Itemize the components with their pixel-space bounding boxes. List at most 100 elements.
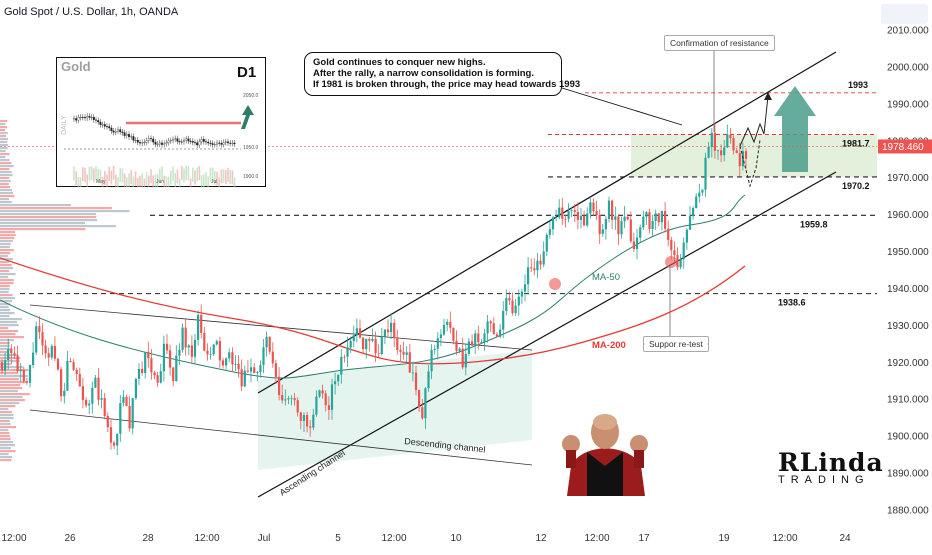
inset-candle-body bbox=[90, 116, 93, 118]
candle-body bbox=[386, 329, 390, 333]
inset-volume-bar bbox=[198, 166, 201, 181]
inset-candle-body bbox=[92, 116, 95, 121]
candle-body bbox=[172, 367, 175, 381]
volume-profile-bar bbox=[0, 189, 12, 192]
candle-body bbox=[492, 323, 495, 335]
candle-body bbox=[480, 341, 483, 343]
x-tick-label: 24 bbox=[839, 533, 851, 544]
inset-candle-body bbox=[75, 118, 78, 121]
candle-body bbox=[455, 340, 458, 351]
candle-body bbox=[374, 338, 377, 354]
candle-body bbox=[113, 442, 116, 446]
inset-candle-body bbox=[73, 118, 75, 120]
candle-body bbox=[309, 426, 312, 428]
candle-body bbox=[41, 332, 44, 346]
inset-volume-bar bbox=[73, 166, 75, 181]
candle-body bbox=[72, 362, 75, 370]
volume-profile-bar bbox=[0, 360, 20, 363]
inset-volume-bar bbox=[176, 169, 179, 184]
candle-body bbox=[723, 147, 726, 156]
inset-candle-body bbox=[229, 142, 232, 144]
inset-volume-bar bbox=[104, 171, 106, 186]
analysis-annotation: Gold continues to conquer new highs. Aft… bbox=[304, 52, 580, 96]
candle-body bbox=[78, 374, 81, 387]
volume-profile-bar bbox=[0, 165, 14, 168]
candle-body bbox=[489, 321, 492, 324]
candle-body bbox=[436, 338, 439, 349]
volume-profile-bar bbox=[0, 210, 130, 213]
ascending-channel-upper bbox=[257, 51, 837, 394]
volume-profile-bar bbox=[0, 195, 15, 198]
volume-profile-bar bbox=[0, 327, 9, 330]
volume-profile-bar bbox=[0, 369, 29, 372]
candle-body bbox=[10, 349, 13, 354]
inset-candle-body bbox=[167, 140, 170, 143]
candle-body bbox=[131, 398, 134, 429]
inset-volume-bar bbox=[106, 174, 108, 187]
candle-body bbox=[551, 217, 555, 230]
candle-body bbox=[256, 372, 259, 373]
inset-candle-body bbox=[139, 142, 141, 144]
candle-body bbox=[464, 353, 467, 368]
inset-volume-bar bbox=[156, 174, 159, 187]
candle-body bbox=[281, 395, 284, 401]
inset-volume-bar bbox=[143, 178, 146, 187]
candle-body bbox=[664, 211, 667, 229]
annotation-line-1: Gold continues to conquer new highs. bbox=[313, 57, 486, 68]
inset-volume-bar bbox=[203, 174, 205, 187]
y-tick-1880: 1880.000 bbox=[887, 506, 929, 517]
candle-body bbox=[405, 352, 408, 355]
candle-body bbox=[337, 374, 340, 382]
candle-body bbox=[598, 215, 601, 234]
candle-body bbox=[527, 267, 530, 285]
y-tick-1990: 1990.000 bbox=[887, 99, 929, 110]
candle-body bbox=[13, 353, 16, 356]
inset-candle-body bbox=[110, 127, 113, 132]
inset-volume-bar bbox=[84, 168, 86, 183]
ma200-label: MA-200 bbox=[592, 340, 626, 351]
candle-body bbox=[212, 344, 215, 355]
inset-up-arrow bbox=[241, 105, 254, 129]
inset-candle-body bbox=[216, 142, 218, 145]
candle-body bbox=[175, 355, 178, 382]
inset-volume-bar bbox=[187, 166, 190, 181]
volume-profile-bar bbox=[0, 228, 86, 231]
candle-body bbox=[623, 216, 626, 222]
candle-body bbox=[461, 348, 464, 368]
volume-profile-bar bbox=[0, 249, 14, 252]
candle-body bbox=[346, 347, 349, 357]
candle-body bbox=[278, 376, 281, 396]
inset-volume-bar bbox=[218, 177, 220, 187]
volume-profile-bar bbox=[0, 339, 14, 342]
candle-body bbox=[16, 355, 19, 372]
candle-body bbox=[523, 284, 527, 292]
candle-body bbox=[128, 406, 131, 429]
candle-body bbox=[579, 215, 583, 220]
candle-body bbox=[85, 399, 88, 406]
candle-body bbox=[688, 216, 692, 230]
candle-body bbox=[234, 363, 237, 365]
candle-body bbox=[442, 325, 446, 335]
inset-candle-body bbox=[227, 141, 229, 144]
candle-body bbox=[430, 349, 433, 372]
volume-profile-bar bbox=[0, 231, 16, 234]
volume-profile-bar bbox=[0, 270, 10, 273]
y-tick-1960: 1960.000 bbox=[887, 210, 929, 221]
volume-profile-bar bbox=[0, 147, 8, 150]
candle-body bbox=[209, 354, 212, 356]
volume-profile-bar bbox=[0, 273, 16, 276]
candle-body bbox=[427, 371, 430, 389]
candle-body bbox=[452, 327, 455, 341]
candle-body bbox=[215, 341, 218, 345]
inset-candle-body bbox=[196, 142, 199, 146]
volume-profile-bar bbox=[0, 207, 112, 210]
candle-body bbox=[355, 328, 358, 336]
candle-body bbox=[471, 341, 474, 346]
inset-volume-bar bbox=[167, 176, 170, 187]
candle-body bbox=[499, 329, 502, 337]
inset-candle-body bbox=[213, 144, 216, 146]
volume-profile-bar bbox=[0, 243, 11, 246]
x-tick-label: 12:00 bbox=[381, 533, 406, 544]
volume-profile-bar bbox=[0, 255, 9, 258]
volume-profile-bar bbox=[0, 372, 19, 375]
